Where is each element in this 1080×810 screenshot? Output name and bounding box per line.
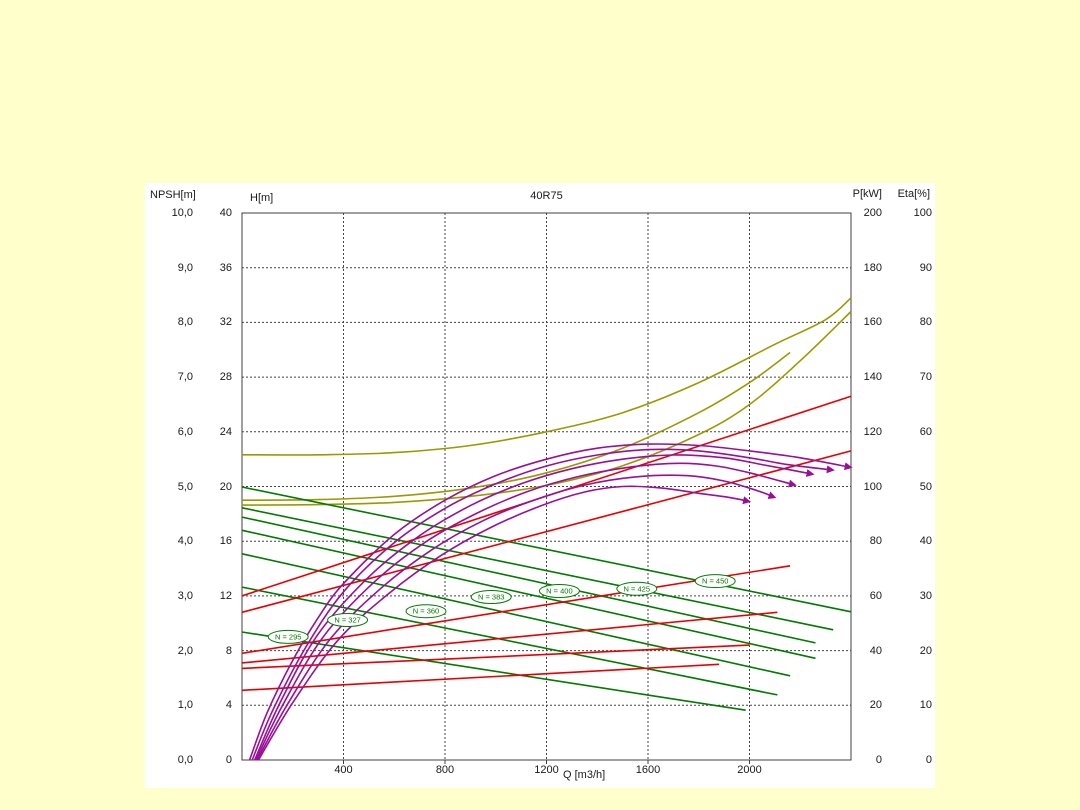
eta-axis-title: Eta[%] <box>897 188 930 200</box>
speed-label-ellipse <box>267 629 309 644</box>
efficiency-curve-eta-400 <box>241 516 816 644</box>
speed-label-ellipse <box>538 584 580 598</box>
speed-label-text: N = 383 <box>478 593 504 602</box>
power-curve-power-6 <box>241 663 720 692</box>
pump-curve-chart: N = 295 N = 327 N = 360 N = 383 N = 400 N = 4… <box>241 212 853 764</box>
efficiency-curve-eta-360 <box>241 553 791 677</box>
speed-label-text: N = 295 <box>275 632 301 641</box>
speed-label-text: N = 327 <box>334 616 360 625</box>
head-curve-head-6 <box>257 485 752 761</box>
speed-label-ellipse <box>405 604 447 619</box>
q-axis-title: Q [m3/h] <box>563 769 606 781</box>
efficiency-curve-eta-383 <box>241 529 816 660</box>
power-curve-power-5 <box>241 644 750 670</box>
h-axis-title: H[m] <box>250 192 274 204</box>
speed-label-text: N = 360 <box>413 607 439 616</box>
speed-label-ellipse <box>616 581 658 596</box>
speed-label-ellipse <box>694 574 736 589</box>
efficiency-curve-eta-425 <box>241 507 834 631</box>
power-curve-power-2 <box>241 450 852 614</box>
chart-title: 40R75 <box>530 190 563 202</box>
pump-curve-panel: NPSH[m] H[m] 40R75 P[kW] Eta[%] Q [m3/h]… <box>145 183 935 788</box>
speed-label-text: N = 425 <box>624 584 650 593</box>
npsh-axis-title: NPSH[m] <box>150 189 196 201</box>
efficiency-curve-eta-327 <box>241 586 778 696</box>
head-curve-head-2 <box>251 448 835 761</box>
speed-label-text: N = 400 <box>546 587 572 596</box>
p-axis-title: P[kW] <box>852 188 882 200</box>
npsh-curve-npsh-2 <box>241 351 791 501</box>
head-curve-head-4 <box>255 462 797 761</box>
npsh-curve-npsh-1 <box>241 297 852 456</box>
speed-label-ellipse <box>327 613 369 627</box>
speed-label-ellipse <box>470 590 512 604</box>
npsh-curve-npsh-3 <box>241 310 852 506</box>
efficiency-curve-eta-450 <box>241 486 852 613</box>
head-curve-head-1 <box>248 443 853 761</box>
speed-label-text: N = 450 <box>702 577 728 586</box>
head-curve-head-3 <box>253 454 815 761</box>
power-curve-power-4 <box>241 611 778 664</box>
head-curve-head-5 <box>256 474 777 761</box>
